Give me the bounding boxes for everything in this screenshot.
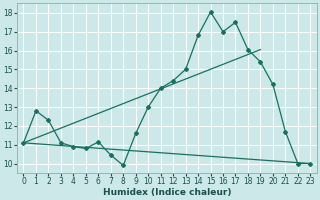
X-axis label: Humidex (Indice chaleur): Humidex (Indice chaleur)	[103, 188, 231, 197]
